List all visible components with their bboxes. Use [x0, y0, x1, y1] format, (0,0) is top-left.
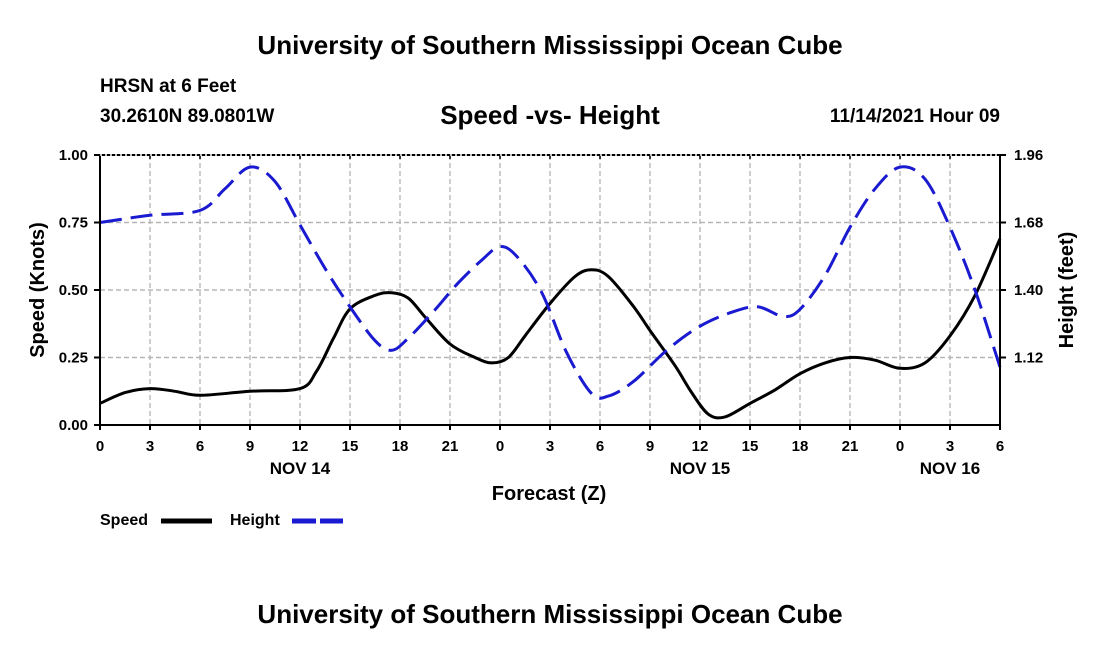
x-tick-label: 6	[996, 438, 1004, 455]
y-right-tick-label: 1.40	[1014, 282, 1043, 299]
x-tick-label: 6	[596, 438, 604, 455]
day-label: NOV 14	[270, 459, 331, 478]
x-tick-label: 0	[96, 438, 104, 455]
chart-title: Speed -vs- Height	[440, 100, 660, 130]
y-left-tick-label: 0.75	[59, 215, 88, 232]
series-layer	[99, 165, 1002, 420]
series-line-speed	[99, 238, 1002, 420]
x-tick-label: 0	[496, 438, 504, 455]
grid	[100, 154, 1000, 425]
y-right-tick-label: 1.96	[1014, 147, 1043, 164]
x-tick-label: 0	[896, 438, 904, 455]
datetime-label: 11/14/2021 Hour 09	[829, 106, 1000, 127]
x-tick-label: 15	[742, 438, 759, 455]
axes: 0 3 6 9 12 15 18 21 0 3 6 9 12 15 18 21 0 3 6 NOV 14 NOV 15 N…	[59, 147, 1043, 478]
coordinates-label: 30.2610N 89.0801W	[100, 106, 275, 127]
series-line-height	[99, 165, 1002, 400]
y-left-tick-label: 1.00	[59, 147, 88, 164]
y-left-tick-label: 0.00	[59, 417, 88, 434]
footer-title: University of Southern Mississippi Ocean…	[257, 599, 843, 629]
y-right-tick-label: 1.12	[1014, 350, 1043, 367]
x-tick-label: 12	[692, 438, 709, 455]
y-left-tick-label: 0.50	[59, 282, 88, 299]
x-tick-label: 18	[792, 438, 809, 455]
x-tick-label: 21	[842, 438, 859, 455]
x-tick-label: 12	[292, 438, 309, 455]
x-tick-label: 9	[246, 438, 254, 455]
x-tick-label: 3	[946, 438, 954, 455]
y-axis-left-title: Speed (Knots)	[27, 222, 49, 358]
x-tick-label: 6	[196, 438, 204, 455]
y-axis-right-title: Height (feet)	[1056, 232, 1078, 349]
day-label: NOV 16	[920, 459, 980, 478]
y-left-tick-label: 0.25	[59, 350, 88, 367]
y-right-tick-label: 1.68	[1014, 215, 1043, 232]
day-label: NOV 15	[670, 459, 730, 478]
legend-height-label: Height	[230, 512, 280, 529]
station-label: HRSN at 6 Feet	[100, 76, 237, 97]
x-axis-title: Forecast (Z)	[492, 483, 606, 505]
x-tick-label: 15	[342, 438, 359, 455]
legend: Speed Height	[100, 512, 343, 529]
x-tick-label: 9	[646, 438, 654, 455]
x-tick-label: 3	[546, 438, 554, 455]
legend-speed-label: Speed	[100, 512, 148, 529]
x-tick-label: 21	[442, 438, 459, 455]
x-tick-label: 18	[392, 438, 409, 455]
header-title: University of Southern Mississippi Ocean…	[257, 30, 843, 60]
x-tick-label: 3	[146, 438, 154, 455]
